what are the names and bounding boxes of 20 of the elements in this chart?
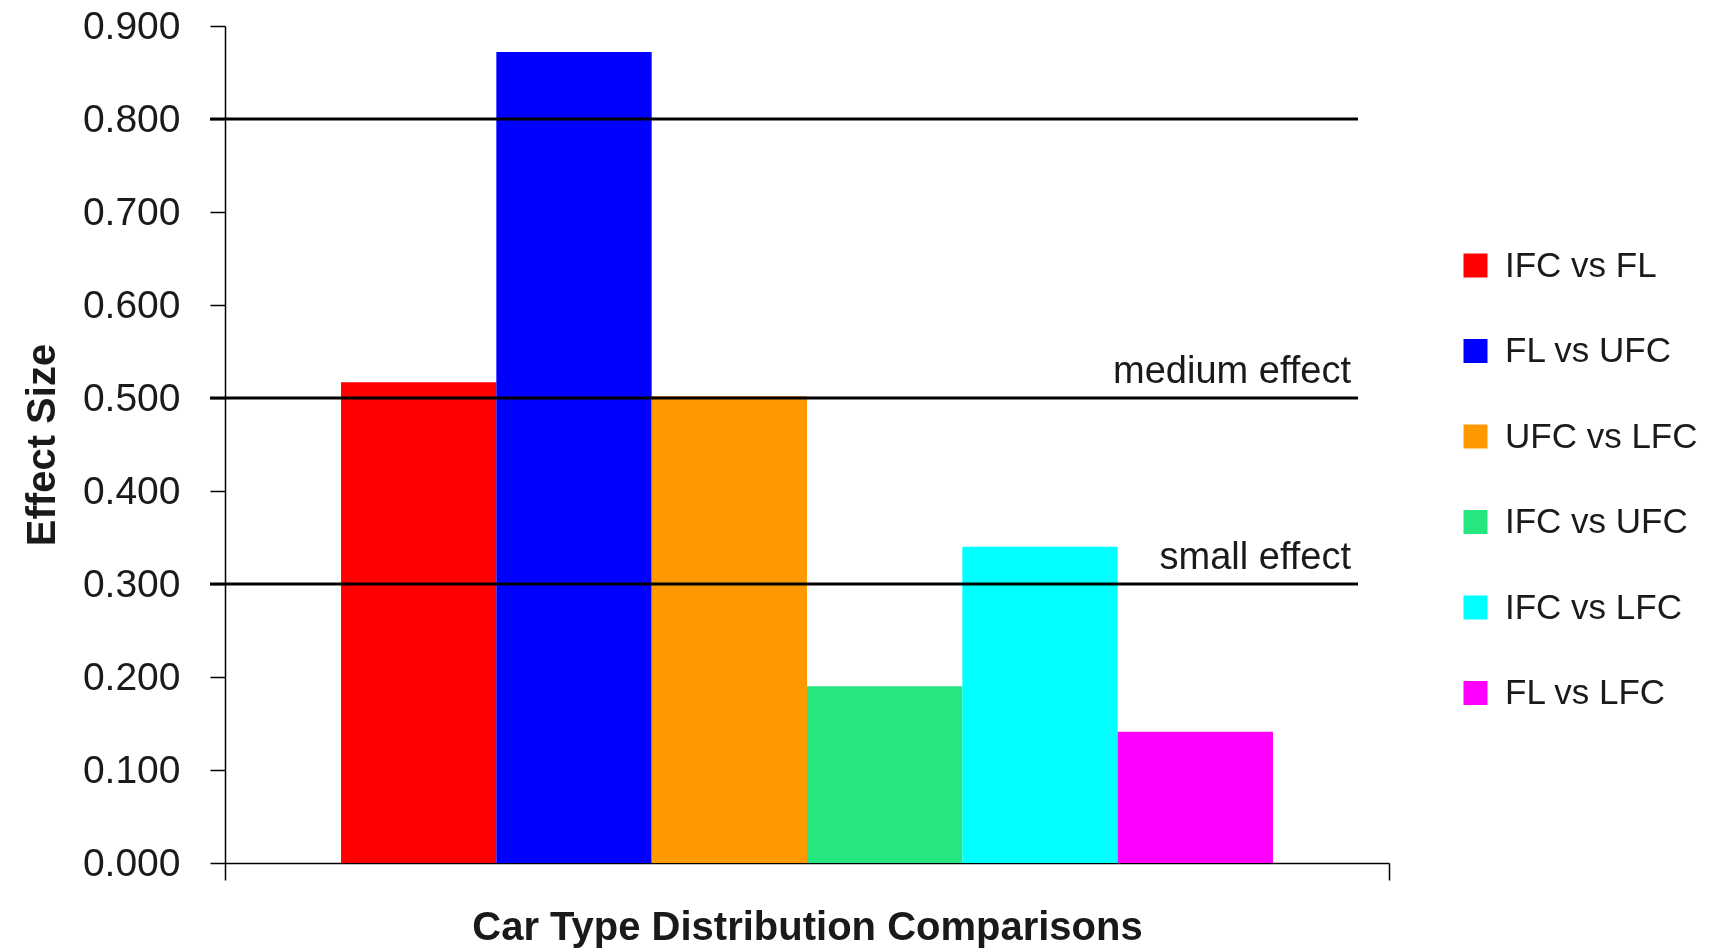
y-tick-label: 0.100 xyxy=(82,747,181,791)
legend-label: FL vs UFC xyxy=(1505,330,1671,369)
y-tick-label: 0.500 xyxy=(82,375,181,419)
y-tick-label: 0.300 xyxy=(82,561,181,605)
ref-line-label: small effect xyxy=(1159,535,1352,577)
y-tick-label: 0.700 xyxy=(82,189,181,233)
legend-label: IFC vs FL xyxy=(1505,244,1657,284)
x-axis-title: Car Type Distribution Comparisons xyxy=(472,904,1143,949)
y-tick-label: 0.400 xyxy=(82,468,181,512)
legend-label: IFC vs LFC xyxy=(1505,586,1682,626)
legend-label: UFC vs LFC xyxy=(1505,415,1698,455)
y-tick-label: 0.200 xyxy=(82,654,181,698)
legend-label: FL vs LFC xyxy=(1505,672,1666,711)
y-tick-label: 0.600 xyxy=(82,282,181,326)
y-tick-label: 0.000 xyxy=(82,840,181,884)
y-axis-title: Effect Size xyxy=(18,343,63,547)
y-tick-label: 0.900 xyxy=(82,3,181,47)
y-tick-label: 0.800 xyxy=(82,96,181,140)
ref-line-label: medium effect xyxy=(1113,349,1352,391)
legend-label: IFC vs UFC xyxy=(1505,501,1688,540)
